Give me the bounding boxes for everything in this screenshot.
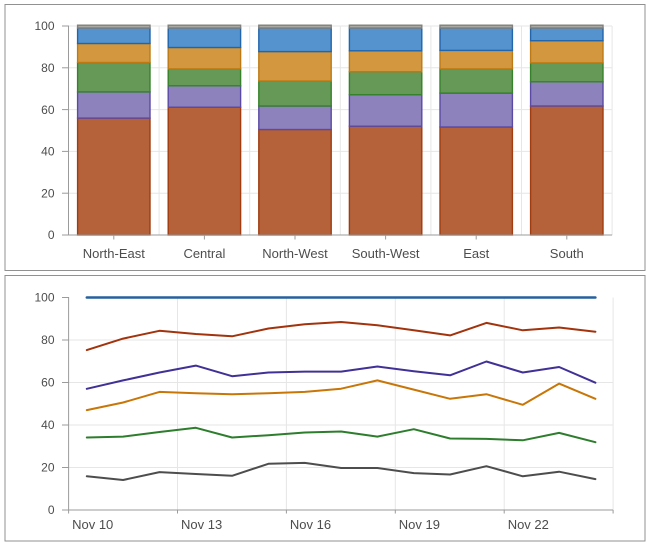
svg-text:North-West: North-West	[262, 246, 328, 261]
svg-text:100: 100	[34, 19, 54, 33]
svg-text:60: 60	[41, 376, 55, 390]
svg-text:Nov 10: Nov 10	[72, 517, 113, 532]
svg-text:60: 60	[41, 103, 55, 117]
svg-text:East: East	[463, 246, 489, 261]
svg-text:0: 0	[48, 228, 55, 242]
svg-text:80: 80	[41, 61, 55, 75]
svg-text:South: South	[550, 246, 584, 261]
svg-text:100: 100	[34, 291, 54, 305]
svg-text:0: 0	[48, 503, 55, 517]
svg-text:Nov 19: Nov 19	[399, 517, 440, 532]
svg-text:20: 20	[41, 186, 55, 200]
svg-text:40: 40	[41, 418, 55, 432]
svg-text:20: 20	[41, 461, 55, 475]
svg-text:Nov 16: Nov 16	[290, 517, 331, 532]
svg-text:South-West: South-West	[352, 246, 420, 261]
svg-text:Nov 22: Nov 22	[508, 517, 549, 532]
svg-text:80: 80	[41, 333, 55, 347]
svg-text:North-East: North-East	[83, 246, 146, 261]
svg-text:40: 40	[41, 145, 55, 159]
svg-text:Nov 13: Nov 13	[181, 517, 222, 532]
svg-text:Central: Central	[183, 246, 225, 261]
